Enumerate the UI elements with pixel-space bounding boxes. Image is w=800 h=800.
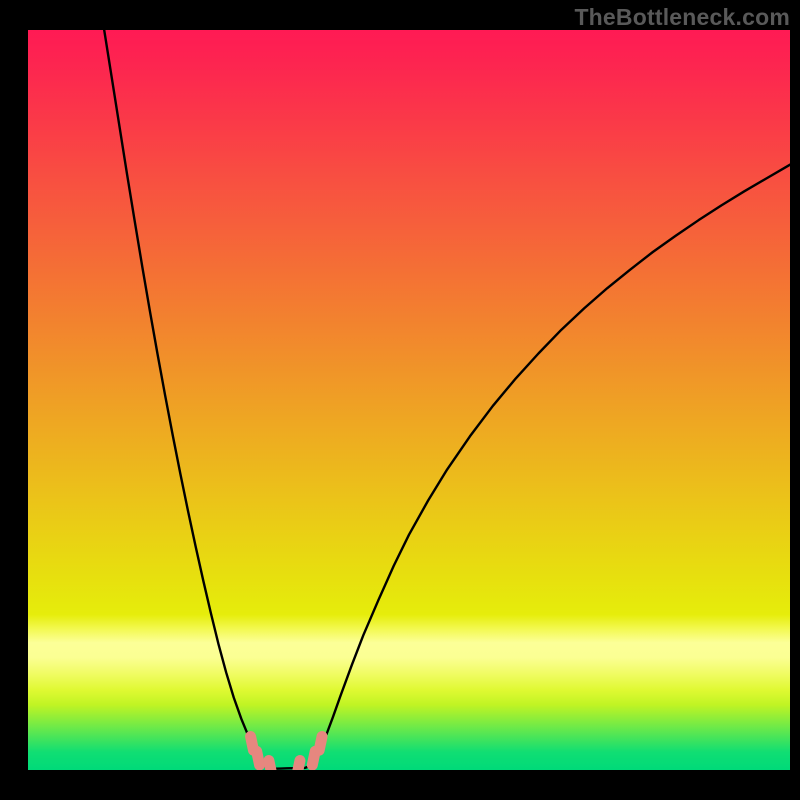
chart-svg — [28, 30, 790, 770]
chart-background — [28, 30, 790, 770]
watermark-label: TheBottleneck.com — [574, 4, 790, 31]
bottleneck-chart-plot — [28, 30, 790, 770]
